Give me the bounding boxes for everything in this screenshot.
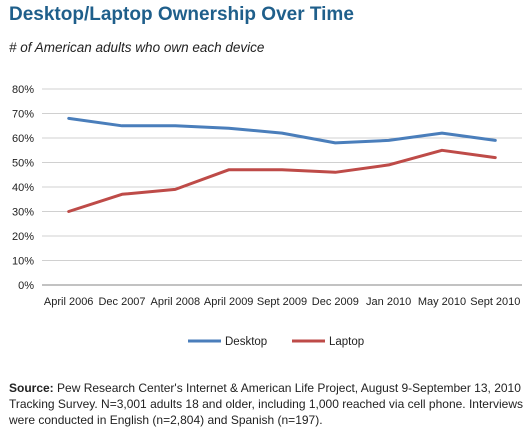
y-tick-label: 20% [12, 231, 34, 243]
x-tick-label: Dec 2007 [98, 296, 145, 308]
desktop-series-line [67, 116, 497, 145]
desktop-legend-label: Desktop [225, 336, 267, 348]
x-tick-label: April 2009 [204, 296, 254, 308]
x-tick-label: April 2006 [44, 296, 94, 308]
x-tick-label: Sept 2010 [470, 296, 520, 308]
y-tick-label: 30% [12, 207, 34, 219]
laptop-legend-label: Laptop [329, 336, 364, 348]
line-chart: 0% 10% 20% 30% 40% 50% 60% 70% 80% April 2006 Dec … [12, 84, 522, 348]
source-note: Source: Pew Research Center's Internet &… [9, 380, 524, 428]
chart-title: Desktop/Laptop Ownership Over Time [9, 4, 354, 25]
x-tick-label: Jan 2010 [366, 296, 411, 308]
x-tick-label: Sept 2009 [257, 296, 307, 308]
source-label: Source: [9, 381, 54, 395]
y-tick-label: 70% [12, 109, 34, 121]
chart-subtitle: # of American adults who own each device [9, 40, 265, 55]
y-tick-label: 60% [12, 133, 34, 145]
y-tick-label: 50% [12, 158, 34, 170]
y-tick-label: 0% [18, 280, 34, 292]
y-tick-label: 80% [12, 84, 34, 96]
x-tick-label: Dec 2009 [312, 296, 359, 308]
laptop-series-line [67, 148, 497, 213]
x-tick-label: May 2010 [418, 296, 466, 308]
y-tick-label: 40% [12, 182, 34, 194]
y-tick-label: 10% [12, 256, 34, 268]
source-text: Pew Research Center's Internet & America… [9, 381, 523, 427]
x-tick-label: April 2008 [151, 296, 201, 308]
